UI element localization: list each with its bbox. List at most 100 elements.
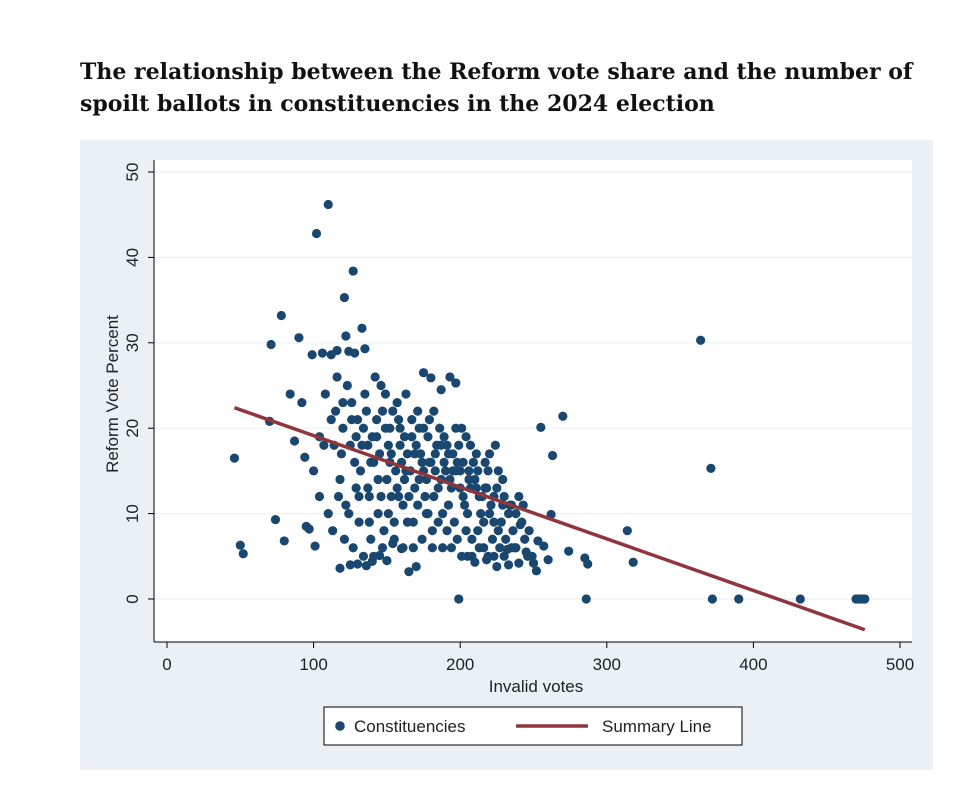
data-point-170: [508, 526, 518, 536]
data-point-16: [310, 541, 320, 551]
legend-label-summary-line: Summary Line: [602, 717, 712, 736]
data-point-0: [229, 453, 240, 463]
data-point-214: [484, 449, 495, 459]
data-point-72: [706, 463, 716, 473]
data-point-200: [432, 440, 442, 450]
data-point-46: [451, 378, 461, 388]
data-point-244: [417, 534, 427, 544]
y-tick-label-40: 40: [123, 248, 142, 267]
data-point-175: [326, 415, 336, 425]
data-point-90: [377, 406, 388, 416]
data-point-47: [454, 594, 464, 604]
data-point-203: [443, 449, 454, 459]
data-point-32: [357, 323, 367, 333]
data-point-23: [332, 345, 342, 356]
data-point-86: [364, 491, 374, 502]
data-point-94: [392, 397, 402, 408]
data-point-236: [377, 543, 388, 553]
data-point-64: [558, 411, 568, 421]
data-point-286: [517, 517, 527, 527]
data-point-33: [360, 344, 370, 354]
data-point-153: [442, 440, 452, 450]
legend: Constituencies Summary Line: [323, 706, 743, 746]
data-point-157: [457, 423, 467, 433]
data-point-24: [335, 563, 345, 573]
data-point-151: [435, 423, 445, 433]
data-point-85: [360, 389, 370, 399]
data-point-60: [539, 541, 549, 551]
data-point-156: [452, 457, 462, 467]
data-point-178: [342, 380, 352, 391]
data-point-186: [380, 389, 391, 399]
data-point-253: [461, 526, 471, 536]
data-point-30: [350, 348, 360, 358]
data-point-150: [430, 466, 440, 476]
data-point-100: [414, 474, 424, 485]
data-point-248: [438, 543, 448, 553]
data-point-183: [366, 457, 376, 467]
data-point-61: [543, 555, 553, 565]
y-tick-label-30: 30: [123, 333, 142, 352]
data-point-179: [347, 397, 357, 408]
data-point-252: [457, 551, 467, 561]
data-point-267: [363, 440, 373, 450]
data-point-19: [317, 348, 327, 358]
data-point-140: [394, 415, 404, 425]
data-point-260: [499, 551, 509, 561]
data-point-273: [410, 449, 420, 459]
data-point-237: [383, 509, 393, 519]
tick-labels: 0 100 200 300 400 500 0 10 20 30 40 50: [123, 163, 914, 674]
data-point-141: [398, 500, 408, 510]
data-point-238: [389, 534, 399, 544]
y-tick-label-50: 50: [123, 163, 142, 182]
scatter-chart: 0 100 200 300 400 500 0 10 20 30 40 50 Invalid vote…: [80, 140, 933, 770]
data-point-275: [424, 457, 435, 467]
data-point-278: [448, 466, 458, 476]
data-point-198: [424, 415, 435, 425]
data-point-42: [418, 368, 429, 378]
data-point-116: [473, 526, 483, 536]
data-point-53: [514, 558, 524, 568]
data-point-280: [464, 474, 474, 485]
data-point-176: [332, 372, 342, 382]
data-point-97: [404, 491, 414, 502]
data-point-126: [335, 474, 345, 485]
data-point-7: [279, 536, 289, 546]
data-point-31: [352, 559, 363, 569]
data-point-129: [354, 517, 364, 527]
y-tick-label-20: 20: [123, 419, 142, 438]
data-point-251: [452, 534, 462, 544]
data-point-81: [338, 423, 348, 433]
data-point-14: [304, 524, 314, 534]
data-point-37: [382, 555, 392, 566]
data-point-67: [581, 594, 591, 604]
data-point-261: [503, 560, 514, 570]
data-point-57: [531, 566, 542, 576]
data-point-98: [407, 415, 417, 425]
data-point-180: [351, 483, 361, 493]
y-axis-label: Reform Vote Percent: [103, 315, 122, 473]
data-point-232: [358, 551, 369, 561]
data-point-29: [348, 266, 358, 276]
scatter-points: [229, 199, 870, 604]
data-point-25: [339, 292, 349, 303]
data-point-243: [413, 500, 423, 510]
data-point-258: [489, 551, 499, 561]
data-point-119: [484, 509, 495, 519]
data-point-191: [399, 474, 410, 485]
data-point-132: [366, 534, 376, 544]
data-point-108: [443, 500, 454, 510]
data-point-233: [364, 517, 374, 527]
data-point-167: [495, 543, 505, 553]
data-point-135: [376, 380, 386, 391]
data-point-134: [373, 509, 383, 519]
data-point-8: [285, 389, 295, 399]
data-point-215: [489, 517, 499, 527]
data-point-206: [454, 440, 464, 450]
data-point-148: [423, 432, 433, 442]
data-point-165: [486, 500, 496, 510]
data-point-211: [473, 466, 483, 476]
data-point-225: [323, 509, 333, 519]
x-tick-label-200: 200: [446, 655, 474, 674]
data-point-271: [395, 423, 405, 433]
